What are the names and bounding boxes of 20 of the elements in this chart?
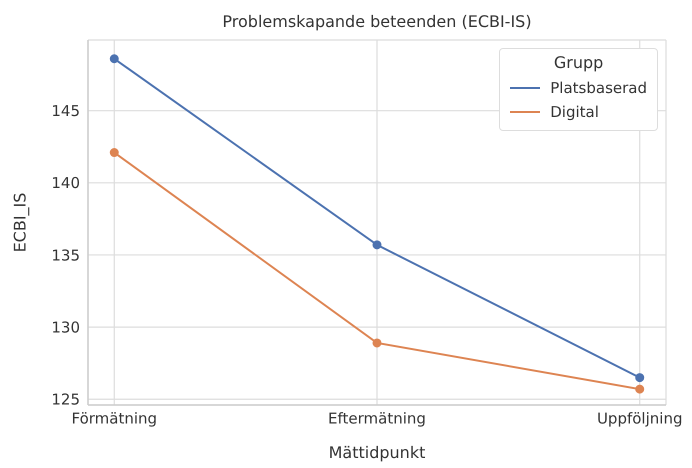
point (635, 373, 644, 382)
legend-label: Platsbaserad (549, 78, 647, 99)
y-tick-label: 145 (51, 102, 80, 120)
y-axis-title: ECBI_IS (10, 192, 30, 252)
x-tick-label: Eftermätning (328, 410, 426, 428)
x-tick-label: Förmätning (71, 410, 158, 428)
legend-title: Grupp (552, 53, 604, 72)
point (372, 338, 382, 348)
y-tick-label: 130 (51, 318, 80, 336)
legend-label: Digital (549, 102, 600, 123)
x-axis-title: Mättidpunkt (328, 443, 426, 462)
point (110, 54, 119, 64)
y-tick-label: 125 (51, 390, 80, 409)
chart-title: Problemskapande beteenden (ECBI-IS) (221, 12, 533, 31)
point (635, 384, 644, 394)
y-tick-label: 135 (51, 246, 80, 264)
point (372, 240, 382, 250)
x-tick-label: Uppföljning (596, 410, 682, 428)
point (110, 148, 119, 158)
y-tick-label: 140 (51, 174, 80, 192)
